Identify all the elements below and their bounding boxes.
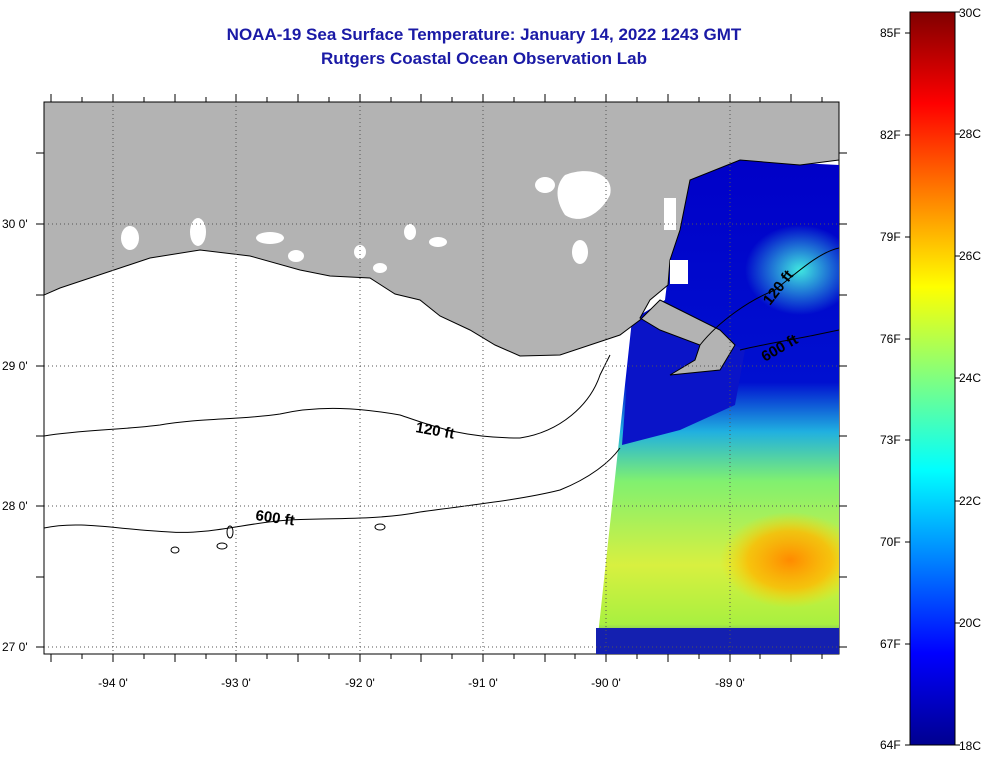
contour-label-600ft-west: 600 ft xyxy=(254,507,295,529)
colorbar-c-label: 22C xyxy=(959,494,981,508)
colorbar xyxy=(909,11,956,746)
sst-swath xyxy=(596,160,839,654)
map-subtitle: Rutgers Coastal Ocean Observation Lab xyxy=(321,49,647,68)
colorbar-f-label: 82F xyxy=(880,128,901,142)
lon-label: -89 0' xyxy=(715,676,745,690)
colorbar-c-label: 26C xyxy=(959,249,981,263)
lat-label: 29 0' xyxy=(2,359,28,373)
colorbar-f-label: 67F xyxy=(880,637,901,651)
lat-label: 30 0' xyxy=(2,217,28,231)
lat-label: 28 0' xyxy=(2,499,28,513)
lat-label: 27 0' xyxy=(2,640,28,654)
graticule xyxy=(44,102,839,654)
lon-label: -94 0' xyxy=(98,676,128,690)
lon-label: -92 0' xyxy=(345,676,375,690)
contour-label-120ft-west: 120 ft xyxy=(414,419,456,443)
colorbar-c-label: 30C xyxy=(959,6,981,20)
inland-water xyxy=(121,171,688,284)
lon-label: -90 0' xyxy=(591,676,621,690)
colorbar-f-label: 70F xyxy=(880,535,901,549)
frame-ticks xyxy=(36,94,847,662)
colorbar-ticks xyxy=(905,11,960,746)
colorbar-c-label: 20C xyxy=(959,616,981,630)
lon-label: -93 0' xyxy=(221,676,251,690)
colorbar-c-label: 18C xyxy=(959,739,981,753)
lon-label: -91 0' xyxy=(468,676,498,690)
colorbar-f-label: 73F xyxy=(880,433,901,447)
map-title: NOAA-19 Sea Surface Temperature: January… xyxy=(226,25,742,44)
bathymetry-contours xyxy=(44,247,839,554)
colorbar-c-label: 24C xyxy=(959,371,981,385)
colorbar-f-label: 79F xyxy=(880,230,901,244)
colorbar-c-label: 28C xyxy=(959,127,981,141)
colorbar-f-label: 85F xyxy=(880,26,901,40)
colorbar-f-label: 76F xyxy=(880,332,901,346)
colorbar-f-label: 64F xyxy=(880,738,901,752)
